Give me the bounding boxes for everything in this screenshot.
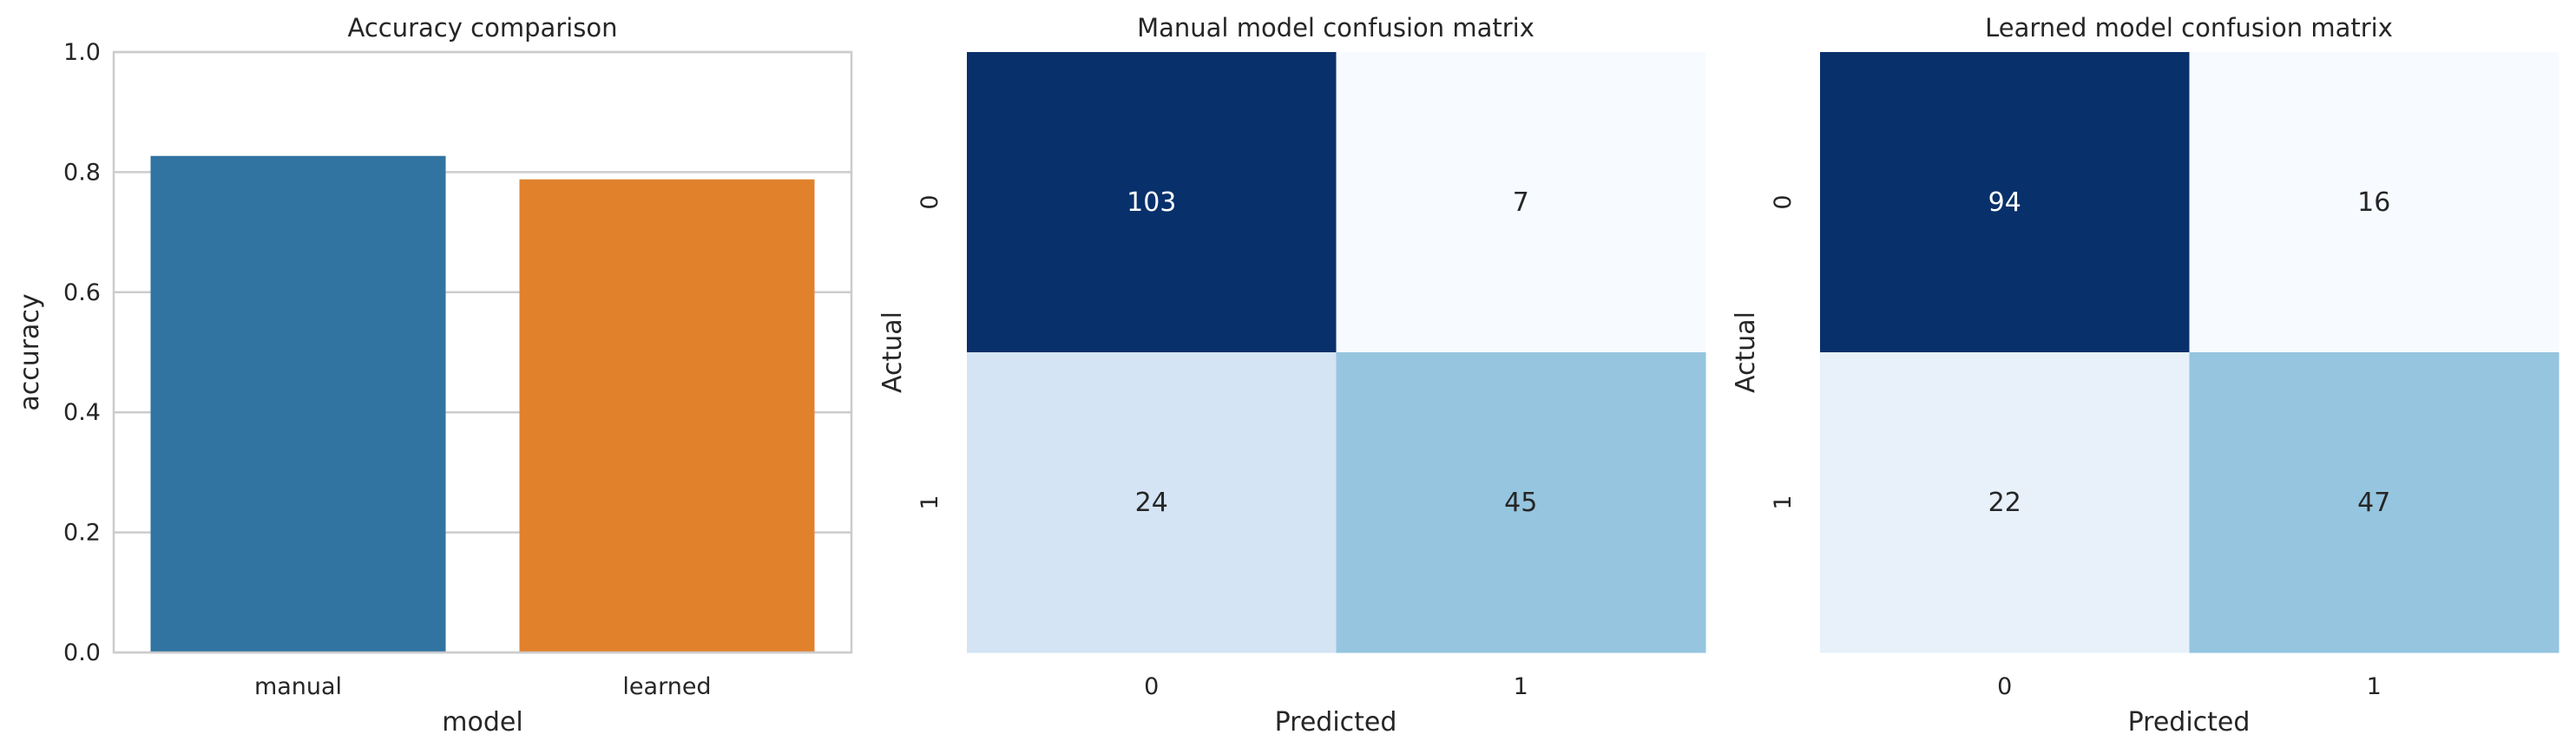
bar-x-axis-label: model — [442, 707, 522, 738]
hm1-cell-value: 24 — [1135, 488, 1168, 518]
manual-confusion-matrix: Manual model confusion matrix 103 7 24 45 0… — [877, 13, 1706, 738]
hm2-cell-value: 47 — [2357, 488, 2390, 518]
hm2-y-tick-label: 1 — [1770, 495, 1797, 509]
learned-matrix-tick-labels: 0 1 0 1 — [1770, 194, 2382, 700]
bar-y-tick-label: 0.0 — [63, 639, 101, 666]
bar-y-tick-labels: 0.0 0.2 0.4 0.6 0.8 1.0 — [63, 39, 101, 666]
hm2-y-tick-label: 0 — [1770, 194, 1797, 209]
manual-matrix-tick-labels: 0 1 0 1 — [917, 194, 1528, 700]
bar-x-tick-labels: manual learned — [254, 673, 712, 700]
bar-y-axis-label: accuracy — [15, 293, 45, 410]
hm1-y-tick-label: 0 — [917, 194, 943, 209]
bar-y-tick-label: 0.2 — [63, 520, 101, 547]
hm2-cell — [1820, 52, 2190, 353]
learned-matrix-x-axis-label: Predicted — [2128, 707, 2251, 738]
hm2-cell — [1820, 352, 2190, 653]
manual-matrix-cells — [967, 52, 1706, 653]
bar-learned — [519, 179, 815, 653]
manual-matrix-y-axis-label: Actual — [877, 311, 908, 393]
hm2-cell-value: 16 — [2357, 187, 2390, 218]
bar-y-tick-label: 0.4 — [63, 399, 101, 426]
learned-matrix-cells — [1820, 52, 2560, 653]
hm1-cell-value: 103 — [1127, 187, 1176, 218]
manual-matrix-cell-labels: 103 7 24 45 — [1127, 187, 1537, 518]
bar-series — [150, 155, 815, 653]
bar-x-tick-label: learned — [622, 673, 711, 700]
learned-matrix-title: Learned model confusion matrix — [1985, 13, 2393, 43]
hm1-y-tick-label: 1 — [917, 495, 943, 509]
bar-manual — [150, 155, 446, 652]
hm1-x-tick-label: 0 — [1144, 673, 1159, 700]
bar-y-tick-label: 0.8 — [63, 159, 101, 186]
bar-y-tick-label: 1.0 — [63, 39, 101, 66]
manual-matrix-x-axis-label: Predicted — [1275, 707, 1397, 738]
learned-matrix-cell-labels: 94 16 22 47 — [1988, 187, 2391, 518]
hm2-x-tick-label: 0 — [1997, 673, 2012, 700]
hm1-cell — [1336, 352, 1706, 653]
hm1-x-tick-label: 1 — [1514, 673, 1528, 700]
accuracy-bar-chart: Accuracy comparison 0.0 0.2 0.4 0.6 0.8 1.0 m… — [15, 13, 853, 738]
hm1-cell-value: 7 — [1513, 187, 1529, 218]
learned-matrix-y-axis-label: Actual — [1731, 311, 1761, 393]
bar-y-tick-label: 0.6 — [63, 279, 101, 306]
hm2-cell-value: 22 — [1988, 488, 2021, 518]
bar-plot-frame — [112, 50, 853, 654]
hm2-cell — [2189, 352, 2560, 653]
hm1-cell — [1336, 52, 1706, 353]
hm1-cell — [967, 52, 1337, 353]
hm2-cell-value: 94 — [1988, 187, 2021, 218]
hm1-cell — [967, 352, 1337, 653]
hm1-cell-value: 45 — [1504, 488, 1537, 518]
hm2-cell — [2189, 52, 2560, 353]
hm2-x-tick-label: 1 — [2367, 673, 2382, 700]
bar-chart-title: Accuracy comparison — [348, 13, 618, 43]
bar-x-tick-label: manual — [254, 673, 342, 700]
manual-matrix-title: Manual model confusion matrix — [1137, 13, 1534, 43]
